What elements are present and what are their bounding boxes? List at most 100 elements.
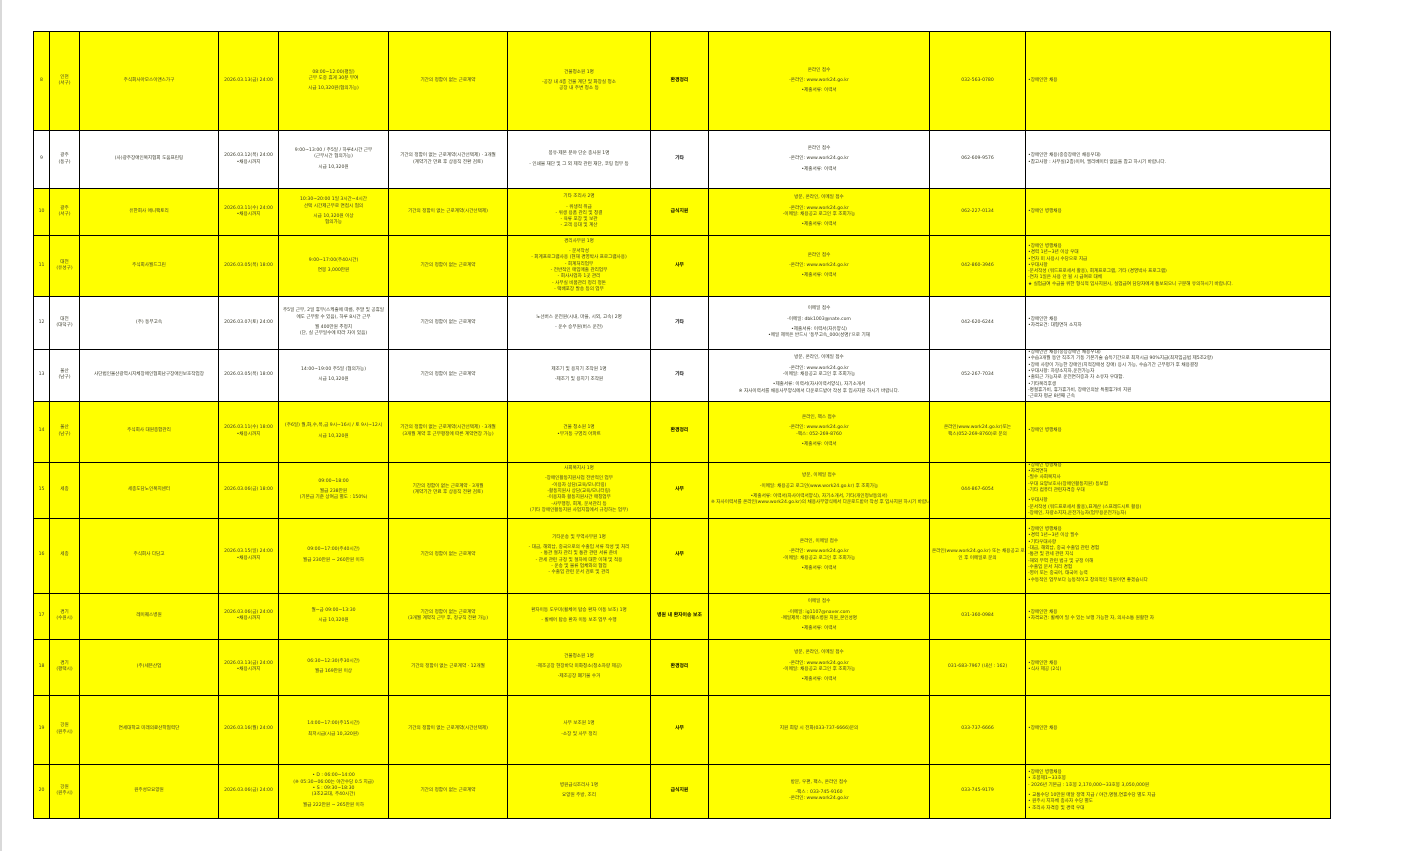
cell-line: (동구) xyxy=(58,159,71,165)
cell-line: -온라인: www.work24.go.kr xyxy=(789,156,849,162)
row-number: 12 xyxy=(33,296,50,350)
deadline-cell: 2026.03.11(수) 24:00 •채용시까지 xyxy=(218,188,279,236)
job-duties-cell: 건물 청소원 1명 •무거동 구영리 아파트 xyxy=(507,400,651,463)
application-method-cell: 온라인, 이메일 접수 -온라인: www.work24.go.kr -이메일: 채… xyxy=(708,517,930,594)
deadline-cell: 2026.03.06(금) 24:00 •채용시까지 xyxy=(218,592,279,640)
cell-line: •우대사항 xyxy=(1028,262,1048,268)
job-duties-cell: 환자이동 도우미(휠체어 탑승 환자 이동 보조) 1명 - 휠체어 탑승 환자 … xyxy=(507,592,651,640)
row-number: 19 xyxy=(33,694,50,765)
region-cell: 세종 xyxy=(49,517,80,594)
cell-line: 2026.03.12(목) 24:00 xyxy=(224,153,273,159)
cell-line: 사단법인울산광역시지체장애인협회남구장애인보호작업장 xyxy=(94,372,204,378)
cell-line: 2026.03.11(수) 24:00 xyxy=(224,205,273,211)
cell-line: 주식회사아모스이앤스가구 xyxy=(123,77,175,83)
row-number: 10 xyxy=(33,188,50,236)
cell-line: 10:30~20:00 1일 3시간~4시간 xyxy=(300,197,367,203)
cell-line: •장애인만 채용(중증장애인 채용우대) xyxy=(1028,153,1101,159)
notes-cell: •장애인만 채용 xyxy=(1025,694,1331,765)
job-duties-cell: 건물청소원 1명 -제조공장 현장바닥 미화청소(청소차량 제공) -제조공장 폐기… xyxy=(507,638,651,696)
company-name: 사단법인울산광역시지체장애인협회남구장애인보호작업장 xyxy=(79,349,219,402)
cell-line: 2026.03.05(목) 18:00 xyxy=(224,262,273,268)
company-name: 레이퀘스병원 xyxy=(79,592,219,640)
notes-cell: •장애인 병행채용 • 호봉제1~33호봉 - 2026년 기본급 : 1호봉 2,… xyxy=(1025,763,1331,819)
cell-line: 울산 xyxy=(60,368,69,374)
cell-line: 월급 222만원 ~ 265만원 이하 xyxy=(302,802,365,808)
table-row: 10 광주 (서구) 유한회사 애니팩토리 2026.03.11(수) 24:00 •채용… xyxy=(33,188,1331,236)
cell-line: 기간의 정함이 없는 근로계약 xyxy=(420,609,476,615)
cell-line: •메일 제목은 반드시 '동부고속_000(성명)'으로 기재 xyxy=(768,333,870,339)
cell-line: 사회복지사 1명 xyxy=(564,465,594,471)
cell-line: •제출서류: 이력서 xyxy=(801,273,837,279)
contract-type-cell: 기간의 정함이 없는 근로계약(시간선택제) xyxy=(388,188,508,236)
work-hours-cell: • D : 06:00~14:00 (※ 05:30~06:00는 야간수당 0.… xyxy=(278,763,389,819)
cell-line: 선택 시간제근무로 면접시 협의 xyxy=(303,203,364,209)
cell-line: 기타 조리사 2명 xyxy=(563,194,595,200)
cell-line: •수동적인 업무보다 능동적이고 창의적인 직원이면 좋겠습니다 xyxy=(1028,577,1148,583)
cell-line: (근무시간 협의가능) xyxy=(314,154,353,160)
application-method-cell: 지원 희망 시 전화(033-737-6666)문의 xyxy=(708,694,930,765)
cell-line: 시급 10,320원 xyxy=(318,377,349,383)
table-row: 18 경기 (평택시) (주)세븐산업 2026.03.13(금) 24:00 •채용시까… xyxy=(33,638,1331,696)
cell-line: -영어 또는 중국어, 태국어 능력 xyxy=(1028,571,1088,577)
company-name: 연세대학교 미래의료산학협력단 xyxy=(79,694,219,765)
cell-line: -온라인: www.work24.go.kr xyxy=(789,660,849,666)
cell-line: •제출서류: 이력서 xyxy=(801,677,837,683)
cell-line: 레이퀘스병원 xyxy=(136,612,162,618)
work-hours-cell: 주5일 근무, 2일 휴무(스케줄에 따름, 주말 및 공휴일 에도 근무할 수 … xyxy=(278,296,389,350)
job-category-cell: 급식지원 xyxy=(650,763,709,819)
cell-line: -장애인, 차량소지자,운전가능자(업무용운전가능자) xyxy=(1028,511,1127,517)
cell-line: 기간의 정함이 없는 근로계약(시간선택제) xyxy=(408,726,488,732)
contact-phone-cell: 온라인(www.work24.go.kr)또는 팩스(052-269-8760)로… xyxy=(929,400,1026,463)
cell-line: 월~금 09:00~13:30 xyxy=(311,607,356,613)
cell-line: • D : 06:00~14:00 xyxy=(312,773,355,779)
cell-line: •기타복리후생 xyxy=(1028,381,1057,387)
table-row: 13 울산 (남구) 사단법인울산광역시지체장애인협회남구장애인보호작업장 2026.0… xyxy=(33,349,1331,402)
cell-line: 031-360-0984 xyxy=(961,612,994,618)
cell-line: •우대사항 xyxy=(1028,498,1048,504)
cell-line: •출퇴근 가능자로 운전면허증과 차 소유자 우대함. xyxy=(1028,375,1124,381)
cell-line: 유한회사 애니팩토리 xyxy=(129,208,169,214)
cell-line: -우대 요양보호사(장애인활동지원) 등보험 xyxy=(1028,481,1109,487)
contract-type-cell: 기간의 정함이 없는 근로계약 · 12개월 xyxy=(388,638,508,696)
cell-line: • 교통수당 10만원 매달 정액 지급 / 야간,명절,연휴수당 별도 지급 xyxy=(1028,793,1156,799)
job-duties-cell: 경리사무원 1명 - 문서작성 - 회계프로그램사용 (현재 경영박사 프로그램사용… xyxy=(507,235,651,297)
cell-line: •제출서류: 이력서 xyxy=(801,626,837,632)
cell-line: •제출서류: 이력서 xyxy=(801,565,837,571)
region-cell: 세종 xyxy=(49,461,80,519)
cell-line: 월급 238만원 xyxy=(319,488,348,494)
cell-line: •자격요건: 휠체어 밀 수 있는 보행 가능한 자, 의사소통 원활한 자 xyxy=(1028,616,1154,622)
cell-line: • S : 09:30~18:30 xyxy=(312,785,355,791)
cell-line: 시급 10,320원(협의가능) xyxy=(308,86,359,92)
cell-line: 2026.03.15(일) 24:00 xyxy=(224,549,273,555)
cell-line: -팩스 : 033-745-9160 xyxy=(795,789,843,795)
cell-line: -이메일: 채용공고 로그인 후 조회가능 xyxy=(782,667,856,673)
cell-line: •채용시까지 xyxy=(236,431,261,437)
cell-line: •장애인 병행채용 xyxy=(1028,243,1062,249)
row-number: 11 xyxy=(33,235,50,297)
work-hours-cell: 06:30~12:30(주30시간) 월급 169만원 이상 xyxy=(278,638,389,696)
cell-line: 세종 xyxy=(60,552,69,558)
cell-line: •수습3개월 동안 직조기 기동 기본기술 습득기간으로 최저시급 90%지급(… xyxy=(1028,356,1213,362)
application-method-cell: 방문, 온라인, 이메일 접수 -온라인: www.work24.go.kr -이메… xyxy=(708,188,930,236)
cell-line: (남구) xyxy=(58,375,71,381)
row-number: 20 xyxy=(33,763,50,819)
cell-line: - 육류 포장 및 보관 xyxy=(560,217,598,223)
cell-line: 2026.03.13(금) 24:00 xyxy=(224,77,273,83)
cell-line: 2026.03.13(금) 24:00 xyxy=(224,660,273,666)
contract-type-cell: 기간의 정함이 없는 근로계약 xyxy=(388,235,508,297)
cell-line: •장애인만 채용 xyxy=(1028,77,1058,83)
region-cell: 울산 (남구) xyxy=(49,349,80,402)
cell-line: 강원 xyxy=(60,784,69,790)
cell-line: •자격면허 xyxy=(1028,469,1048,475)
contact-phone-cell: 온라인(www.work24.go.kr) 또는 채용공고 로그 인 후 이메일로… xyxy=(929,517,1026,594)
cell-line: •제출서류: 이력서(자유양식) xyxy=(791,327,847,332)
cell-line: 최저시급(시급 10,320원) xyxy=(308,731,359,737)
cell-line: 온라인 접수 xyxy=(807,67,831,73)
cell-line: (평택시) xyxy=(56,667,73,673)
job-duties-cell: 기타 조리사 2명 - 위생적 취급 - 위생 용품 관리 및 청결 - 육류 포장 … xyxy=(507,188,651,236)
cell-line: •참고사항 : 사무실(2층)이며, 엘리베이터 없음을 참고 하시기 바랍니다… xyxy=(1028,159,1167,165)
cell-line: -이용자 상담(교육/모니터링) xyxy=(551,482,607,488)
cell-line: 2026.03.06(금) 24:00 xyxy=(224,609,273,615)
cell-line: -이용자와 활동지원사간 매칭업무 xyxy=(547,495,611,501)
cell-line: (서구) xyxy=(58,212,71,217)
